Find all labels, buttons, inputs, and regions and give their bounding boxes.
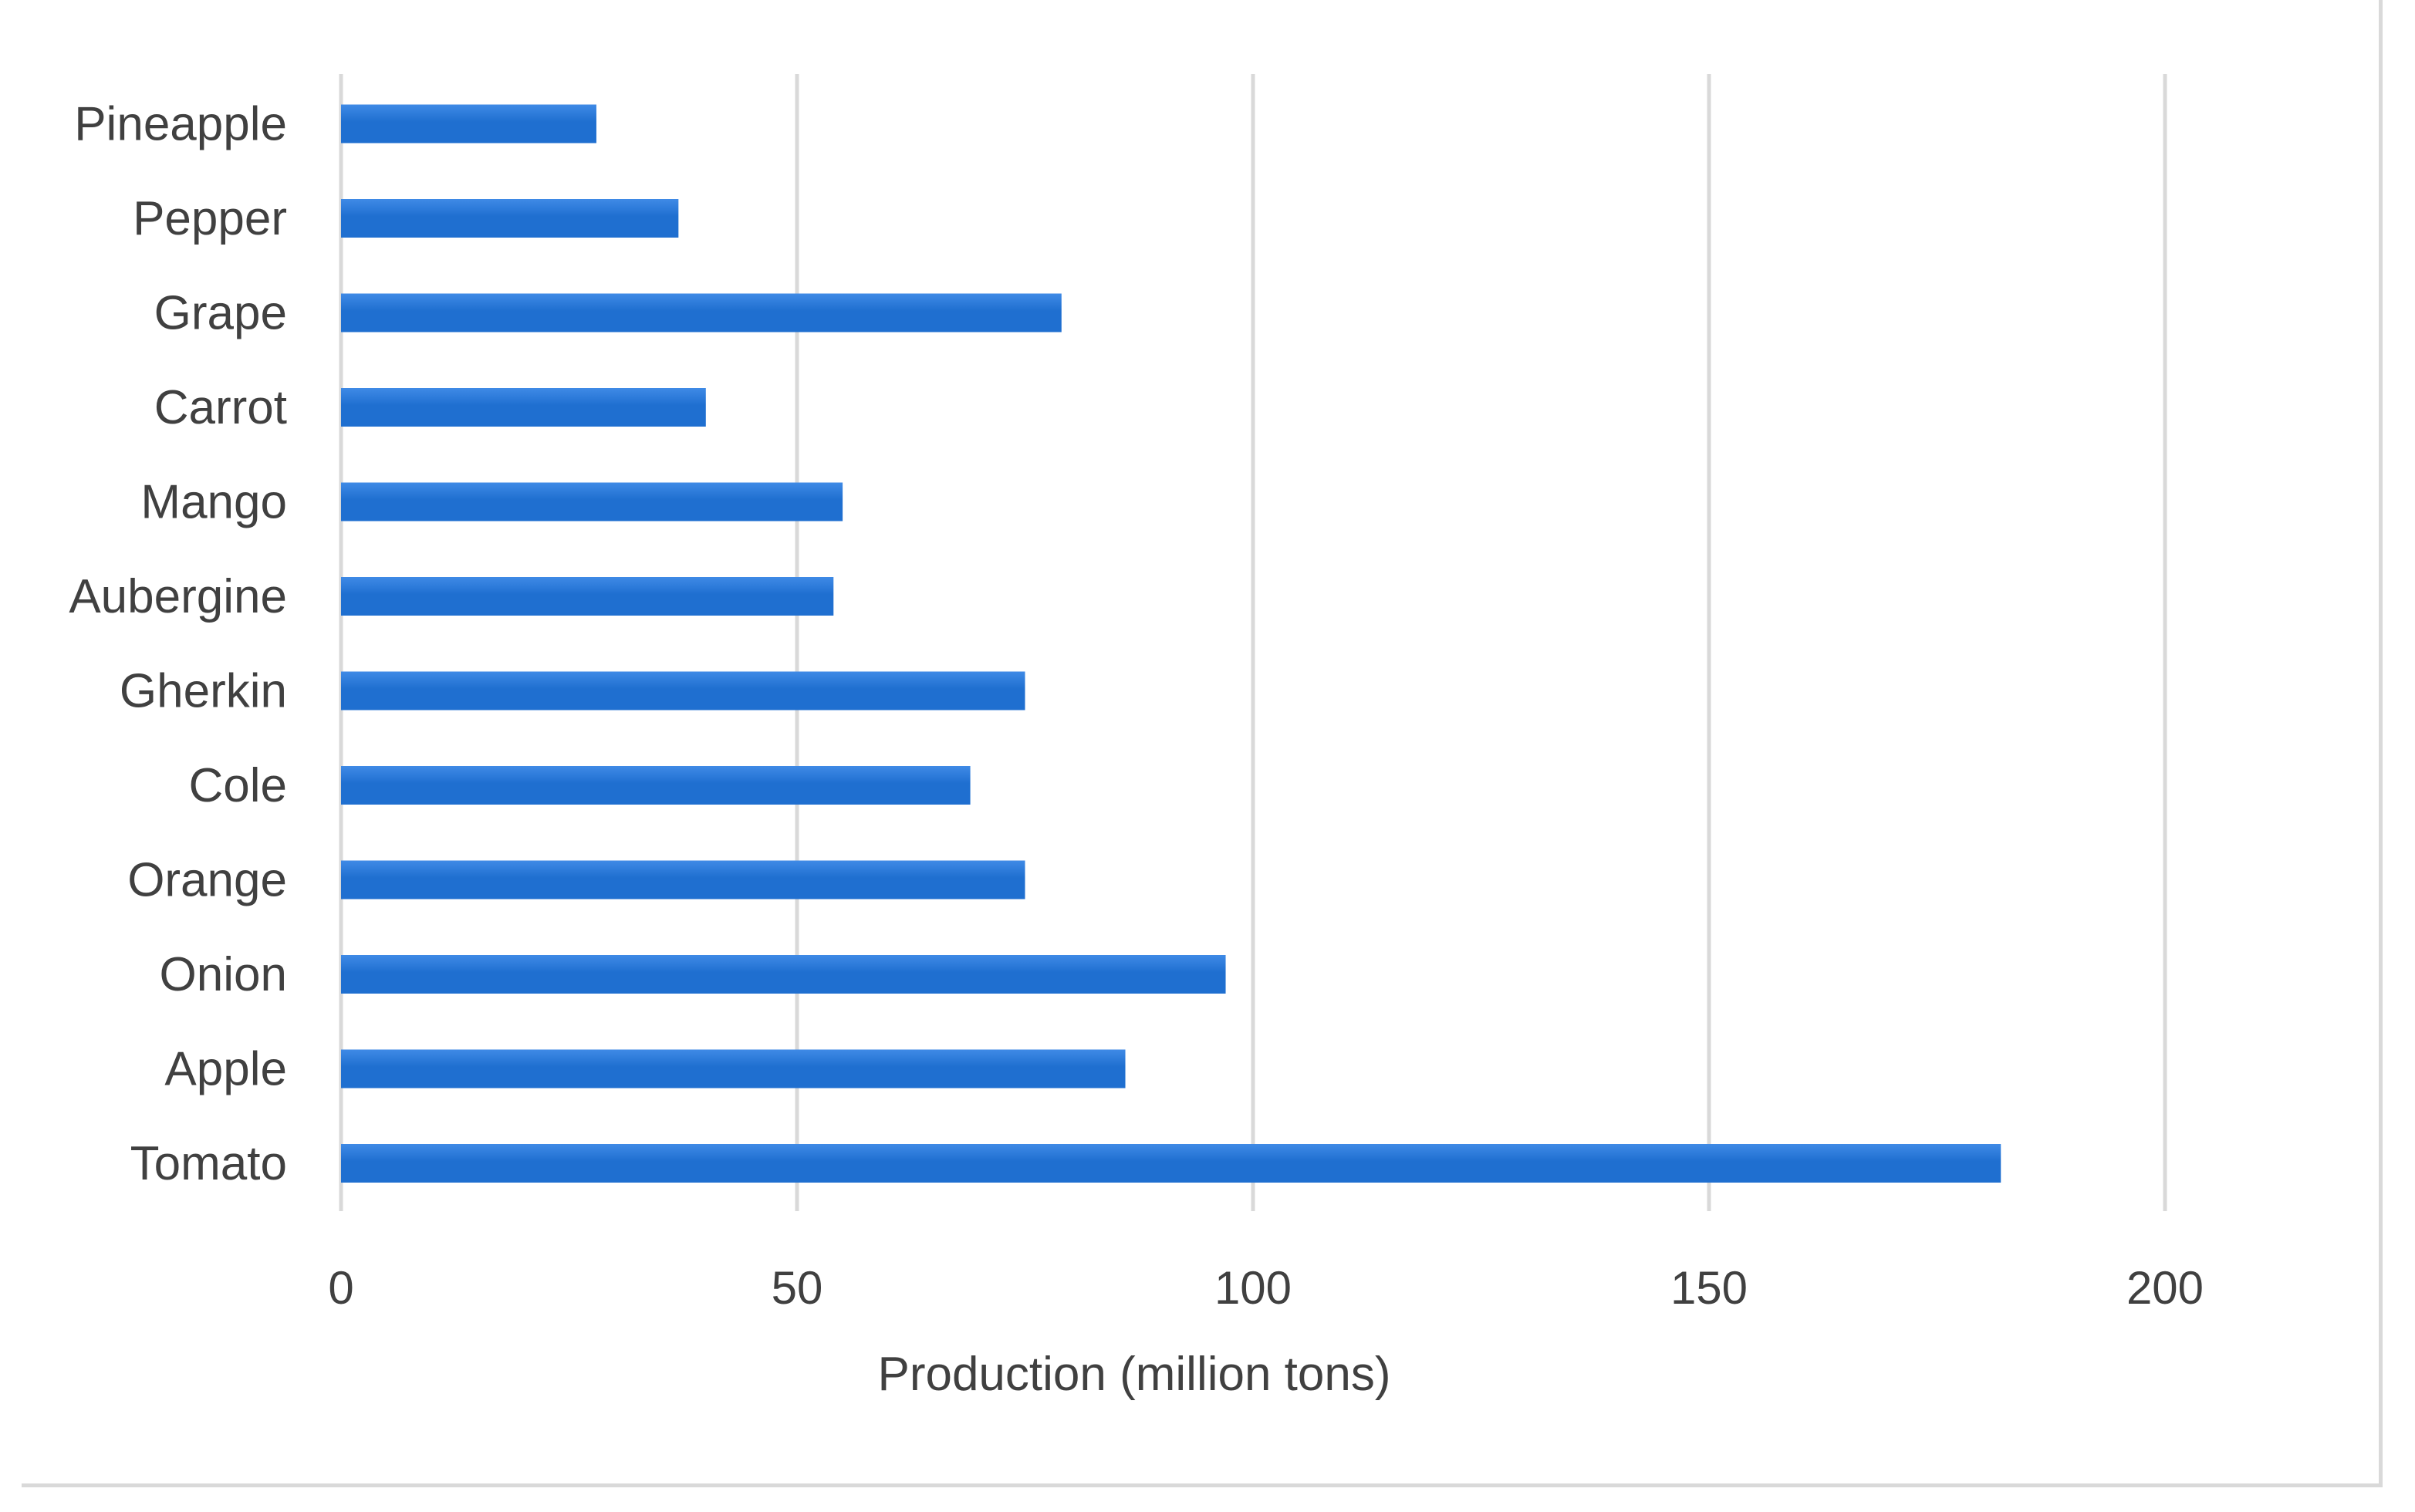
x-axis-title: Production (million tons) <box>877 1348 1390 1401</box>
chart-frame: Tomato Apple Onion Orange Cole Gherkin Aubergi… <box>22 0 2383 1487</box>
category-label-cole: Cole <box>188 759 287 812</box>
category-label-onion: Onion <box>160 948 287 1001</box>
bar-mango <box>341 482 843 521</box>
bar-pepper <box>341 199 679 238</box>
bar-orange <box>341 860 1025 899</box>
category-label-tomato: Tomato <box>130 1137 287 1190</box>
bar-gherkin <box>341 671 1025 710</box>
x-tick-label-0: 0 <box>328 1262 353 1314</box>
x-tick-label-150: 150 <box>1670 1262 1748 1314</box>
category-label-carrot: Carrot <box>154 381 287 434</box>
x-tick-label-100: 100 <box>1214 1262 1292 1314</box>
x-tick-labels: 0 50 100 150 200 <box>328 1262 2204 1314</box>
bar-pineapple <box>341 104 596 143</box>
bars <box>341 104 2001 1183</box>
category-label-apple: Apple <box>164 1043 287 1096</box>
category-label-grape: Grape <box>154 287 287 340</box>
x-tick-label-50: 50 <box>772 1262 823 1314</box>
bar-tomato <box>341 1144 2001 1183</box>
category-labels: Tomato Apple Onion Orange Cole Gherkin Aubergi… <box>69 98 287 1191</box>
bar-aubergine <box>341 577 834 616</box>
bar-carrot <box>341 388 706 427</box>
category-label-pepper: Pepper <box>133 192 287 245</box>
category-label-aubergine: Aubergine <box>69 570 287 623</box>
category-label-pineapple: Pineapple <box>74 98 287 151</box>
category-label-orange: Orange <box>127 854 287 907</box>
category-label-gherkin: Gherkin <box>120 665 287 718</box>
gridlines <box>339 74 2167 1211</box>
bar-onion <box>341 955 1226 994</box>
bar-apple <box>341 1049 1126 1088</box>
bar-grape <box>341 293 1062 332</box>
category-label-mango: Mango <box>140 476 287 529</box>
bar-cole <box>341 766 971 805</box>
x-tick-label-200: 200 <box>2126 1262 2204 1314</box>
bar-chart: Tomato Apple Onion Orange Cole Gherkin Aubergi… <box>69 74 2204 1401</box>
